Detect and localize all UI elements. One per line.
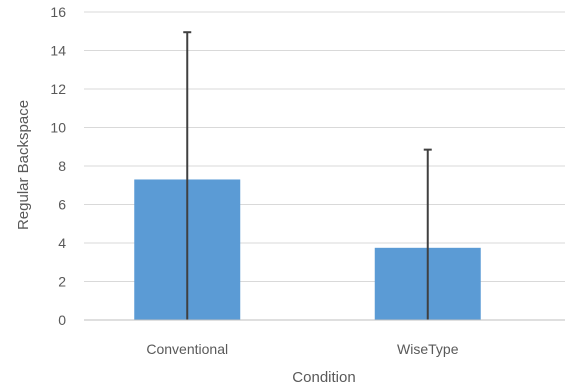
x-tick-label: WiseType [397,341,459,357]
y-axis-title: Regular Backspace [15,100,32,230]
y-tick-label: 12 [50,81,66,97]
error-bars [183,31,432,320]
y-tick-label: 8 [58,158,66,174]
x-axis-title: Condition [292,369,355,386]
x-tick-label: Conventional [146,341,228,357]
y-tick-label: 4 [58,235,66,251]
y-tick-label: 10 [50,120,66,136]
y-tick-label: 2 [58,274,66,290]
y-tick-label: 0 [58,312,66,328]
y-tick-label: 16 [50,4,66,20]
x-axis-ticks: Conventional WiseType [146,341,458,357]
y-tick-label: 6 [58,197,66,213]
y-axis-ticks: 0 2 4 6 8 10 12 14 16 [50,4,66,328]
bars [134,179,481,320]
y-tick-label: 14 [50,43,66,59]
